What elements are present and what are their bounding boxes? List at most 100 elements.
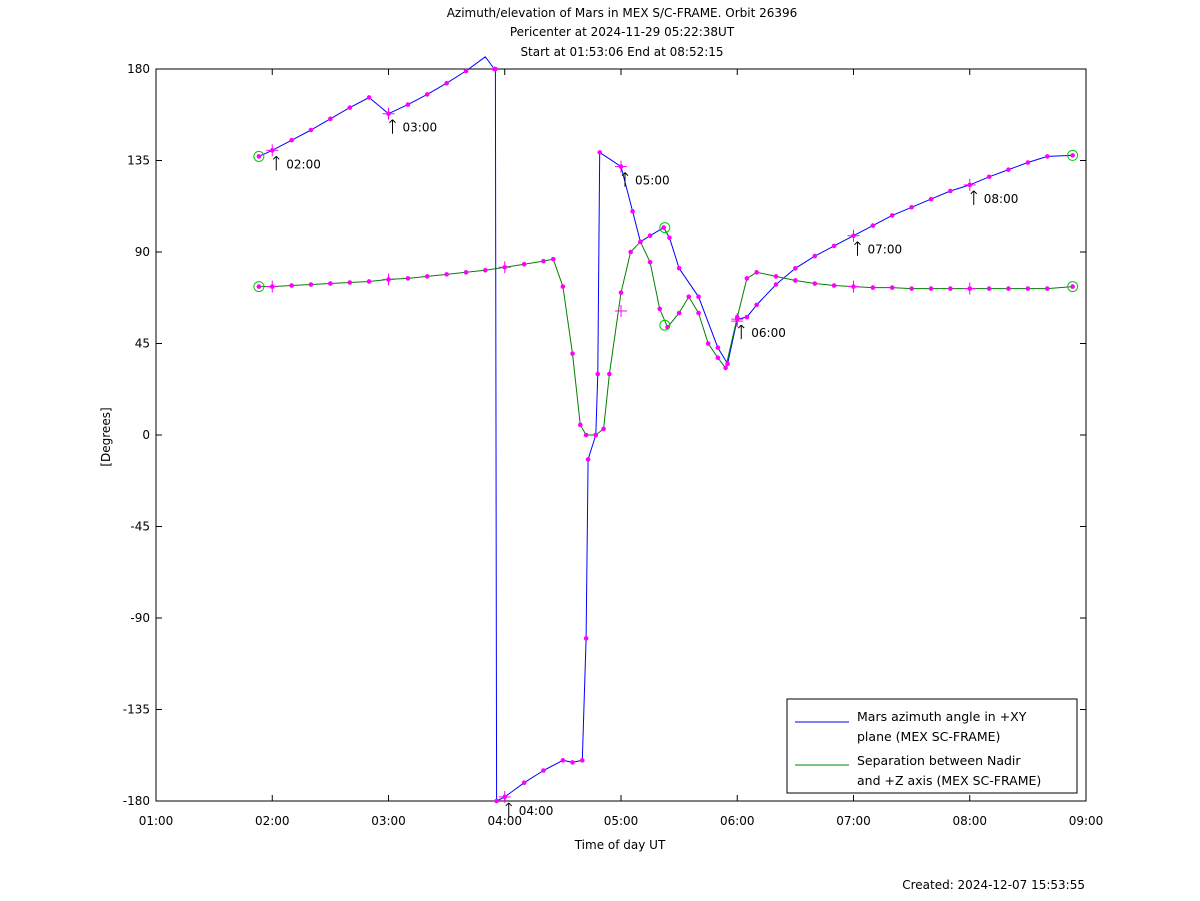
y-tick-label-45: 45 xyxy=(135,337,150,351)
data-point-azimuth xyxy=(948,188,953,194)
data-point-separation xyxy=(570,351,575,356)
data-point-separation xyxy=(444,272,449,277)
data-point-separation xyxy=(705,341,711,346)
data-point-azimuth xyxy=(812,253,818,259)
hour-label-arrowhead-r xyxy=(275,155,280,160)
data-point-separation xyxy=(628,249,633,255)
data-point-separation xyxy=(773,274,779,279)
data-point-separation xyxy=(541,258,546,264)
data-point-separation xyxy=(744,276,750,281)
legend-label-separation-line2: and +Z axis (MEX SC-FRAME) xyxy=(857,773,1041,788)
data-point-azimuth xyxy=(647,233,653,239)
data-point-separation xyxy=(948,286,953,291)
data-point-azimuth xyxy=(831,243,837,249)
x-tick-label-03-00: 03:00 xyxy=(371,814,406,828)
data-point-separation xyxy=(289,283,294,288)
data-point-separation xyxy=(308,282,314,287)
y-axis-label: [Degrees] xyxy=(99,407,113,466)
data-point-separation xyxy=(618,290,624,295)
series-line-azimuth xyxy=(258,56,1073,802)
data-point-azimuth xyxy=(986,174,992,180)
data-point-azimuth xyxy=(667,235,672,241)
pericenter-marker-azimuth xyxy=(659,222,671,234)
data-point-separation xyxy=(463,270,469,275)
hour-label-04-00: 04:00 xyxy=(519,804,554,818)
data-point-separation xyxy=(578,422,583,428)
data-point-azimuth xyxy=(1025,160,1031,165)
data-point-azimuth xyxy=(424,92,430,97)
chart-title: Azimuth/elevation of Mars in MEX S/C-FRA… xyxy=(447,6,798,20)
hour-label-arrowhead-l xyxy=(970,190,975,195)
data-point-separation xyxy=(986,286,992,291)
legend-label-azimuth-line1: Mars azimuth angle in +XY xyxy=(857,709,1027,724)
data-point-separation xyxy=(909,286,914,291)
x-tick-label-09-00: 09:00 xyxy=(1069,814,1104,828)
data-point-separation xyxy=(793,278,798,283)
data-point-azimuth xyxy=(715,345,721,350)
series-layer xyxy=(258,56,1073,802)
data-point-azimuth xyxy=(405,102,411,107)
y-tick-label-180: -180 xyxy=(123,794,150,808)
data-point-separation xyxy=(812,281,818,286)
data-point-separation xyxy=(424,274,430,279)
data-point-separation xyxy=(696,310,701,316)
hour-label-arrowhead-r xyxy=(392,119,396,124)
x-axis: 01:00 02:00 03:00 04:00 05:00 06:00 07:00 08:00… xyxy=(139,69,1104,828)
y-tick-label-135: -135 xyxy=(123,703,150,717)
hour-label-03-00: 03:00 xyxy=(403,121,438,135)
data-point-azimuth xyxy=(308,127,314,133)
data-point-azimuth xyxy=(754,302,759,308)
data-point-azimuth xyxy=(725,361,730,367)
data-point-separation xyxy=(405,276,411,281)
data-point-azimuth xyxy=(583,636,589,641)
y-axis: 180 135 90 45 0 -45 -90 -135 -180 xyxy=(123,62,1086,808)
data-point-separation xyxy=(347,280,353,285)
data-point-azimuth xyxy=(521,780,527,785)
x-tick-label-04-00: 04:00 xyxy=(487,814,522,828)
hour-label-08-00: 08:00 xyxy=(984,192,1019,206)
data-point-separation xyxy=(560,284,566,289)
hour-label-06-00: 06:00 xyxy=(751,326,786,340)
data-point-separation xyxy=(256,284,262,289)
data-point-separation xyxy=(889,285,895,290)
data-point-azimuth xyxy=(444,80,449,86)
data-point-azimuth xyxy=(585,457,591,462)
series-line-separation xyxy=(258,241,1073,436)
end-marker-separation xyxy=(1067,281,1079,293)
hour-label-arrowhead-l xyxy=(272,155,277,160)
data-point-separation xyxy=(1044,286,1050,291)
data-point-azimuth xyxy=(793,265,798,271)
y-tick-label-90: -90 xyxy=(130,611,150,625)
hour-label-layer: 02:00 03:00 04:00 05:00 06:00 07:00 08:00 xyxy=(272,119,1019,818)
data-point-azimuth xyxy=(696,294,701,300)
hour-label-02-00: 02:00 xyxy=(286,157,321,171)
marker-layer xyxy=(253,66,1079,804)
y-tick-label-0: 0 xyxy=(142,428,150,442)
hour-label-arrowhead-l xyxy=(505,802,510,807)
legend-label-azimuth-line2: plane (MEX SC-FRAME) xyxy=(857,729,1000,744)
data-point-separation xyxy=(483,268,488,273)
y-tick-label-135: 135 xyxy=(127,154,150,168)
data-point-separation xyxy=(676,310,682,316)
data-point-azimuth xyxy=(661,225,666,230)
y-tick-label-90: 90 xyxy=(135,245,150,259)
hour-label-arrowhead-r xyxy=(857,241,861,246)
data-point-separation xyxy=(715,355,721,361)
hour-label-arrowhead-r xyxy=(508,802,513,807)
data-point-azimuth xyxy=(889,213,895,218)
hour-label-arrowhead-l xyxy=(854,241,858,246)
data-point-separation xyxy=(1025,286,1031,291)
hour-label-arrowhead-r xyxy=(624,172,629,176)
created-footer: Created: 2024-12-07 15:53:55 xyxy=(902,878,1085,892)
data-point-azimuth xyxy=(494,798,499,804)
data-point-azimuth xyxy=(773,282,779,287)
hour-label-07-00: 07:00 xyxy=(868,243,903,257)
legend: Mars azimuth angle in +XY plane (MEX SC-… xyxy=(786,698,1078,794)
data-point-azimuth xyxy=(928,196,934,202)
data-point-azimuth xyxy=(366,95,372,100)
data-point-separation xyxy=(1006,286,1011,291)
data-point-separation xyxy=(647,259,653,265)
data-point-azimuth xyxy=(328,116,333,122)
x-tick-label-01-00: 01:00 xyxy=(139,814,174,828)
data-point-azimuth xyxy=(909,204,914,210)
